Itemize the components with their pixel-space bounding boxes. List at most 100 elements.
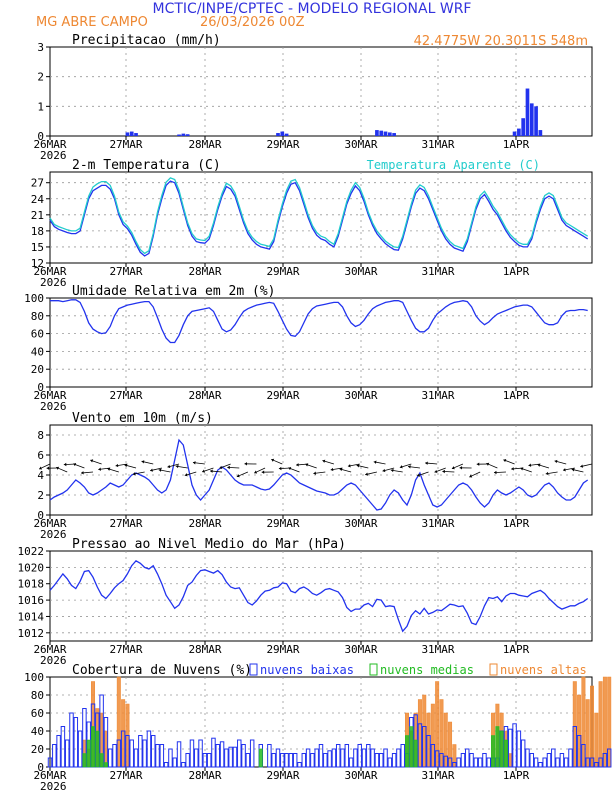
- x-tick-label: 27MAR: [109, 138, 142, 151]
- x-tick-label: 28MAR: [188, 769, 221, 782]
- cloud-bar-nuvens-baixas: [460, 753, 466, 768]
- cloud-bar-nuvens-baixas: [422, 726, 427, 768]
- x-tick-label: 31MAR: [421, 138, 454, 151]
- cloud-bar-nuvens-baixas: [512, 723, 517, 768]
- cloud-bar-nuvens-baixas: [374, 753, 380, 768]
- cloud-bar-nuvens-baixas: [439, 753, 444, 768]
- wind-arrow-head: [434, 469, 438, 473]
- precip-bar: [284, 133, 289, 136]
- cloud-bar-nuvens-baixas: [202, 753, 208, 768]
- y-tick-label: 0: [37, 761, 44, 774]
- wind-arrow-head: [425, 461, 428, 465]
- cloud-bar-nuvens-baixas: [563, 757, 569, 768]
- y-tick-label: 80: [31, 310, 44, 323]
- cloud-bar-nuvens-baixas: [241, 744, 246, 768]
- precip-bar: [125, 132, 130, 136]
- x-tick-label: 29MAR: [266, 389, 299, 402]
- wind-arrow-head: [192, 461, 196, 465]
- cloud-bar-nuvens-baixas: [125, 735, 130, 768]
- cloud-bar-nuvens-baixas: [292, 753, 298, 768]
- cloud-bar-nuvens-baixas: [275, 748, 281, 768]
- panel-frame: [49, 297, 593, 388]
- cloud-bar-nuvens-baixas: [533, 757, 539, 768]
- wind-arrow-head: [408, 465, 411, 469]
- cloud-bar-nuvens-baixas: [280, 753, 285, 768]
- cloud-bar-nuvens-baixas: [284, 753, 289, 768]
- wind-arrow-head: [503, 459, 507, 463]
- x-tick-label: 29MAR: [266, 769, 299, 782]
- x-tick-label: 1APR: [503, 389, 530, 402]
- cloud-bar-nuvens-baixas: [473, 757, 479, 768]
- wind-arrow-head: [347, 464, 351, 468]
- cloud-bar-nuvens-baixas: [155, 744, 160, 768]
- x-tick-label: 31MAR: [421, 389, 454, 402]
- legend-label: nuvens altas: [500, 663, 587, 677]
- cloud-bar-nuvens-medias: [409, 726, 414, 768]
- cloud-bar-nuvens-baixas: [168, 748, 173, 768]
- cloud-bar-nuvens-baixas: [133, 748, 139, 768]
- wind-arrow-head: [278, 466, 282, 471]
- cloud-bar-nuvens-altas: [572, 681, 577, 768]
- cloud-bar-nuvens-baixas: [542, 757, 547, 768]
- x-tick-label: 28MAR: [188, 265, 221, 278]
- wind-arrow-head: [141, 460, 145, 464]
- wind-arrow-head: [580, 464, 584, 468]
- x-tick-label: 31MAR: [421, 265, 454, 278]
- cloud-bar-nuvens-altas: [594, 712, 599, 768]
- cloud-bar-nuvens-baixas: [538, 762, 543, 768]
- cloud-bar-nuvens-baixas: [228, 746, 233, 768]
- panel-pressure: 1012 1014 1016 1018 1020 1022 26MAR 27MAR 28MAR 2…: [18, 537, 593, 667]
- cloud-bar-nuvens-baixas: [378, 753, 384, 768]
- precip-bar: [383, 131, 388, 136]
- cloud-bar-nuvens-altas: [452, 744, 457, 768]
- precip-bar: [538, 130, 543, 136]
- cloud-bar-nuvens-medias: [82, 753, 87, 768]
- cloud-bar-nuvens-baixas: [417, 723, 423, 768]
- panel-precip: 0 1 2 3 26MAR 27MAR 28MAR 29MAR 30MAR 31MAR 1APR 20…: [33, 33, 593, 162]
- x-tick-label: 27MAR: [109, 389, 142, 402]
- wind-arrow-head: [202, 469, 206, 473]
- y-tick-label: 0: [37, 130, 44, 143]
- wind-arrow-head: [124, 463, 128, 468]
- y-tick-label: 100: [24, 292, 44, 305]
- cloud-bar-nuvens-baixas: [551, 748, 556, 768]
- cloud-bar-nuvens-baixas: [572, 726, 578, 768]
- precip-bar: [177, 134, 181, 136]
- cloud-bar-nuvens-medias: [405, 735, 410, 768]
- cloud-bar-nuvens-altas: [426, 712, 431, 768]
- cloud-bar-nuvens-medias: [258, 748, 263, 768]
- wind-arrow-head: [296, 463, 299, 467]
- header-location: MG ABRE CAMPO: [36, 15, 148, 30]
- cloud-bar-nuvens-baixas: [129, 739, 134, 768]
- cloud-bar-nuvens-medias: [95, 730, 100, 768]
- y-tick-label: 1012: [18, 627, 45, 640]
- cloud-bar-nuvens-baixas: [387, 757, 393, 768]
- wind-arrow-head: [73, 463, 77, 467]
- cloud-bar-nuvens-medias: [413, 739, 418, 768]
- cloud-bar-nuvens-baixas: [366, 744, 371, 768]
- precip-bar: [512, 131, 517, 136]
- x-tick-label: 26MAR: [33, 769, 66, 782]
- cloud-bar-nuvens-baixas: [594, 762, 599, 768]
- cloud-bar-nuvens-baixas: [52, 744, 57, 768]
- x-tick-label: 30MAR: [344, 265, 377, 278]
- precip-bar: [517, 128, 521, 136]
- cloud-bar-nuvens-baixas: [357, 744, 362, 768]
- precip-bar: [521, 118, 526, 136]
- y-tick-label: 6: [37, 449, 44, 462]
- panel-title: Pressao ao Nivel Medio do Mar (hPa): [72, 537, 346, 552]
- y-tick-label: 24: [31, 193, 45, 206]
- wind-arrow-head: [313, 471, 317, 475]
- cloud-bar-nuvens-baixas: [331, 748, 337, 768]
- precip-bar: [375, 130, 379, 136]
- cloud-bar-nuvens-baixas: [520, 739, 526, 768]
- cloud-bar-nuvens-altas: [607, 676, 612, 768]
- x-tick-label: 27MAR: [109, 265, 142, 278]
- cloud-bar-nuvens-baixas: [546, 753, 552, 768]
- wind-arrow-head: [322, 459, 326, 463]
- cloud-bar-nuvens-medias: [499, 730, 504, 768]
- wind-arrow-head: [63, 462, 67, 467]
- y-tick-label: 0: [37, 381, 44, 394]
- cloud-bar-nuvens-baixas: [159, 744, 165, 768]
- y-tick-label: 1014: [18, 610, 45, 623]
